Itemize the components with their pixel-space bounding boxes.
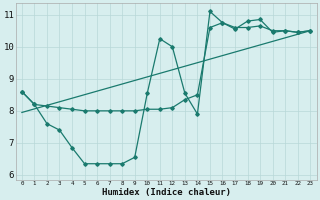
X-axis label: Humidex (Indice chaleur): Humidex (Indice chaleur) [101,188,231,197]
